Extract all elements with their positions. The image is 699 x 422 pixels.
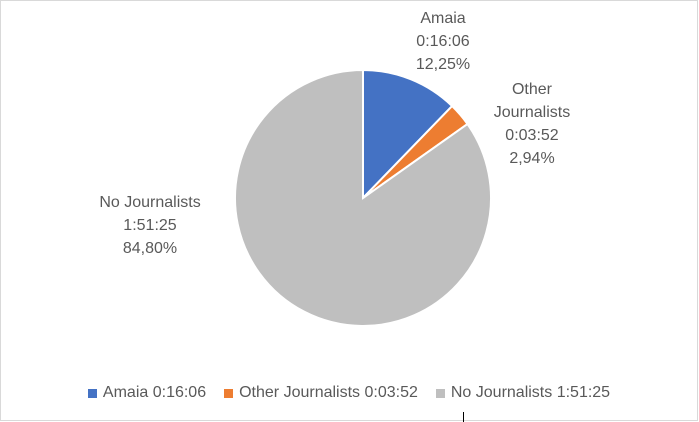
legend-swatch-other-journalists <box>224 388 234 398</box>
divider-line <box>463 412 464 422</box>
legend-label-no-journalists: No Journalists 1:51:25 <box>450 384 611 401</box>
pie-slice-amaia <box>362 68 454 201</box>
legend-label-amaia: Amaia 0:16:06 <box>102 384 207 401</box>
data-label-amaia: Amaia 0:16:06 12,25% <box>416 10 470 73</box>
legend-swatch-amaia <box>87 388 97 398</box>
pie-slice-no-journalists <box>234 68 492 327</box>
legend-swatch-no-journalists <box>435 388 445 398</box>
data-label-no-journalists: No Journalists 1:51:25 84,80% <box>99 194 200 257</box>
legend-item-no-journalists: No Journalists 1:51:25 <box>435 384 611 402</box>
legend: Amaia 0:16:06 Other Journalists 0:03:52 … <box>0 384 698 402</box>
data-label-other-journalists: Other Journalists 0:03:52 2,94% <box>494 81 570 167</box>
legend-item-other-journalists: Other Journalists 0:03:52 <box>224 384 418 402</box>
legend-label-other-journalists: Other Journalists 0:03:52 <box>239 384 418 401</box>
legend-item-amaia: Amaia 0:16:06 <box>87 384 207 402</box>
